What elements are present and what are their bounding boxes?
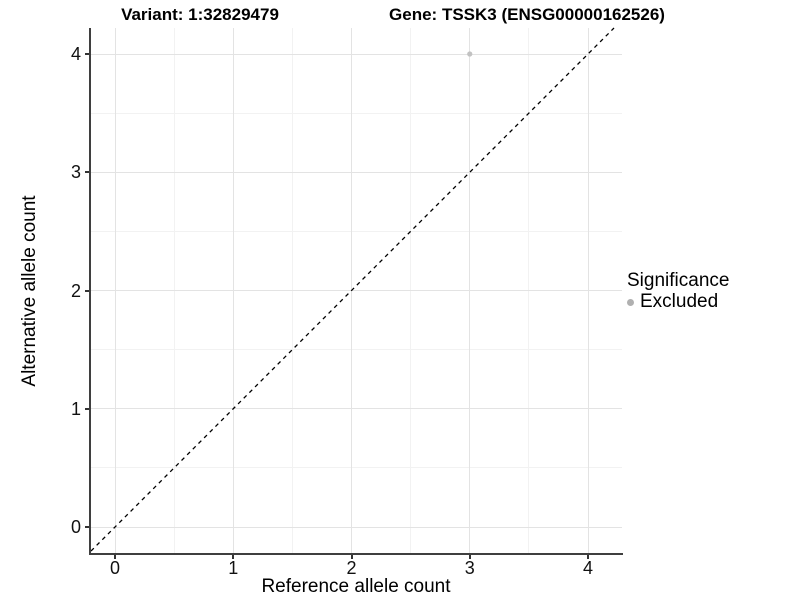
major-gridline-x	[587, 28, 589, 554]
legend-point-icon	[627, 298, 634, 306]
minor-gridline-x	[410, 28, 412, 554]
y-tick-mark	[85, 526, 89, 528]
y-axis-line	[89, 28, 91, 555]
plot-title-variant: Variant: 1:32829479	[121, 5, 279, 24]
x-tick-label: 3	[464, 558, 475, 578]
x-tick-label: 1	[228, 558, 239, 578]
y-tick-label: 0	[70, 517, 81, 537]
y-tick-mark	[85, 171, 89, 174]
x-tick-label: 0	[109, 558, 121, 578]
y-tick-mark	[85, 53, 89, 55]
x-tick-label: 2	[346, 558, 357, 578]
minor-gridline-y	[91, 230, 622, 232]
minor-gridline-y	[91, 349, 622, 351]
major-gridline-x	[114, 28, 116, 554]
plot-panel	[90, 27, 622, 554]
y-axis-title: Alternative allele count	[19, 195, 40, 387]
legend-item-excluded: Excluded	[627, 292, 729, 312]
x-tick-label: 4	[582, 558, 594, 578]
y-tick-label: 3	[70, 162, 81, 183]
major-gridline-y	[91, 408, 622, 410]
x-tick-mark	[468, 555, 471, 559]
x-tick-mark	[232, 555, 235, 559]
data-point-excluded	[467, 51, 473, 57]
major-gridline-y	[91, 53, 622, 55]
y-tick-label: 1	[70, 398, 81, 419]
x-tick-mark	[114, 555, 116, 559]
major-gridline-x	[469, 28, 471, 554]
minor-gridline-x	[291, 28, 293, 554]
plot-title-gene: Gene: TSSK3 (ENSG00000162526)	[389, 5, 665, 24]
x-tick-mark	[350, 555, 353, 559]
x-axis-title: Reference allele count	[261, 576, 451, 597]
y-tick-label: 4	[70, 44, 81, 64]
plot-geom-layer	[90, 27, 615, 552]
legend-item-label: Excluded	[640, 291, 719, 312]
y-tick-label: 2	[70, 280, 81, 301]
minor-gridline-y	[91, 467, 622, 469]
y-tick-mark	[85, 289, 89, 292]
minor-gridline-y	[91, 112, 622, 114]
x-axis-line	[89, 553, 623, 555]
legend-title: Significance	[627, 270, 730, 291]
identity-reference-line	[90, 27, 615, 552]
minor-gridline-x	[173, 28, 175, 554]
y-tick-mark	[85, 407, 89, 410]
minor-gridline-x	[528, 28, 530, 554]
major-gridline-x	[232, 28, 234, 554]
legend: Significance Excluded	[627, 270, 729, 312]
major-gridline-y	[91, 171, 622, 173]
major-gridline-y	[91, 290, 622, 291]
major-gridline-y	[91, 526, 622, 528]
x-tick-mark	[587, 555, 589, 559]
